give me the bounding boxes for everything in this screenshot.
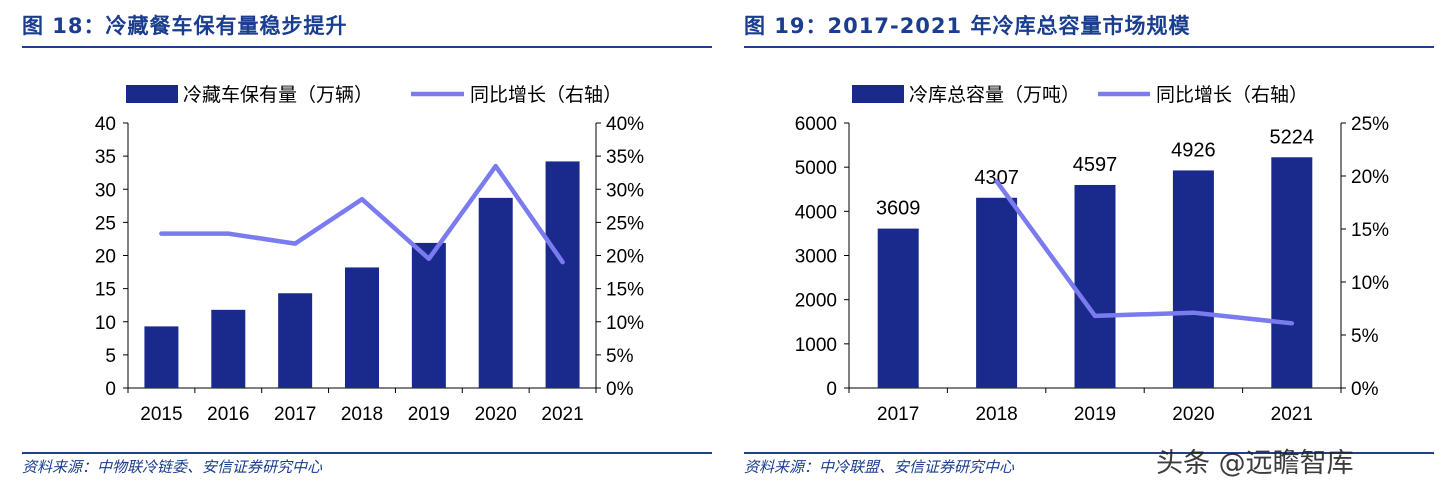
series-line	[159, 163, 565, 265]
x-tick-label: 2018	[975, 404, 1017, 425]
right-tick-label: 40%	[606, 114, 644, 135]
left-tick-label: 40	[95, 114, 116, 135]
data-label: 3609	[876, 198, 921, 220]
left-tick-label: 1000	[795, 335, 837, 356]
x-tick-label: 2019	[1074, 404, 1116, 425]
right-tick-label: 0%	[606, 379, 634, 400]
watermark: 头条 @远瞻智库	[1156, 448, 1354, 479]
x-tick-label: 2020	[1172, 404, 1214, 425]
right-tick-label: 35%	[606, 147, 644, 168]
bar	[1271, 157, 1313, 388]
x-tick-label: 2015	[140, 404, 182, 425]
bar	[545, 161, 580, 388]
bar	[345, 267, 379, 388]
x-tick-label: 2017	[274, 404, 316, 425]
left-tick-label: 3000	[795, 247, 837, 268]
bar	[1172, 170, 1214, 388]
right-tick-label: 15%	[1351, 220, 1389, 241]
data-label: 4307	[974, 167, 1019, 189]
bar	[211, 309, 246, 388]
right-tick-label: 5%	[606, 346, 634, 367]
left-tick-label: 0	[826, 379, 837, 400]
chart-title: 图 19：2017-2021 年冷库总容量市场规模	[744, 14, 1191, 38]
right-tick-label: 10%	[606, 313, 644, 334]
left-tick-label: 4000	[795, 202, 837, 223]
legend-label: 冷库总容量（万吨）	[909, 84, 1080, 106]
bar	[411, 242, 446, 388]
left-tick-label: 20	[95, 247, 116, 268]
legend-label: 同比增长（右轴）	[1156, 84, 1308, 106]
title-rule	[22, 46, 712, 48]
left-tick-label: 6000	[795, 114, 837, 135]
x-tick-label: 2018	[341, 404, 383, 425]
bar	[1074, 184, 1116, 388]
right-tick-label: 15%	[606, 280, 644, 301]
right-tick-label: 25%	[606, 213, 644, 234]
left-tick-label: 5000	[795, 158, 837, 179]
legend-swatch-bar	[852, 85, 904, 103]
bar	[278, 293, 313, 388]
bar	[144, 326, 179, 388]
bar	[976, 197, 1018, 388]
left-tick-label: 10	[95, 313, 116, 334]
right-tick-label: 5%	[1351, 326, 1379, 347]
x-tick-label: 2016	[207, 404, 249, 425]
chart-panel-right: 图 19：2017-2021 年冷库总容量市场规模 0 1000 2000 3000 4…	[736, 0, 1441, 497]
left-tick-label: 5	[105, 346, 116, 367]
right-tick-label: 10%	[1351, 273, 1389, 294]
left-tick-label: 25	[95, 213, 116, 234]
legend-label: 同比增长（右轴）	[470, 84, 622, 106]
data-label: 4926	[1171, 139, 1216, 161]
x-tick-label: 2019	[408, 404, 450, 425]
data-label: 4597	[1073, 154, 1118, 176]
chart-reefer-trucks: 0 5 10 15 20 25 30 35 40 0% 5% 10% 15% 20% 25% 30% 35% 40…	[95, 84, 644, 425]
left-tick-label: 30	[95, 180, 116, 201]
source-note: 资料来源：中物联冷链委、安信证券研究中心	[22, 458, 323, 476]
chart-cold-storage: 0 1000 2000 3000 4000 5000 6000 0% 5% 10% 15% 20% 25…	[795, 84, 1389, 425]
legend-label: 冷藏车保有量（万辆）	[183, 84, 373, 106]
x-tick-label: 2021	[1271, 404, 1313, 425]
right-tick-label: 0%	[1351, 379, 1379, 400]
source-note: 资料来源：中冷联盟、安信证券研究中心	[744, 458, 1015, 476]
bar	[478, 197, 513, 388]
right-tick-label: 20%	[606, 247, 644, 268]
right-tick-label: 20%	[1351, 167, 1389, 188]
left-tick-label: 2000	[795, 291, 837, 312]
x-tick-label: 2020	[475, 404, 517, 425]
chart-panel-left: 图 18：冷藏餐车保有量稳步提升 0 5 10 15 20 25 30 35 40 0% 5% 10%…	[0, 0, 712, 497]
source-rule	[22, 452, 712, 454]
data-label: 5224	[1270, 126, 1315, 148]
right-tick-label: 25%	[1351, 114, 1389, 135]
legend-swatch-bar	[126, 85, 178, 103]
title-rule	[744, 46, 1434, 48]
left-tick-label: 35	[95, 147, 116, 168]
chart-title: 图 18：冷藏餐车保有量稳步提升	[22, 14, 348, 38]
left-tick-label: 15	[95, 280, 116, 301]
x-tick-label: 2017	[877, 404, 919, 425]
left-tick-label: 0	[105, 379, 116, 400]
right-tick-label: 30%	[606, 180, 644, 201]
series-line	[994, 179, 1295, 326]
source-rule	[744, 452, 1434, 454]
x-tick-label: 2021	[541, 404, 583, 425]
bar	[877, 228, 919, 388]
